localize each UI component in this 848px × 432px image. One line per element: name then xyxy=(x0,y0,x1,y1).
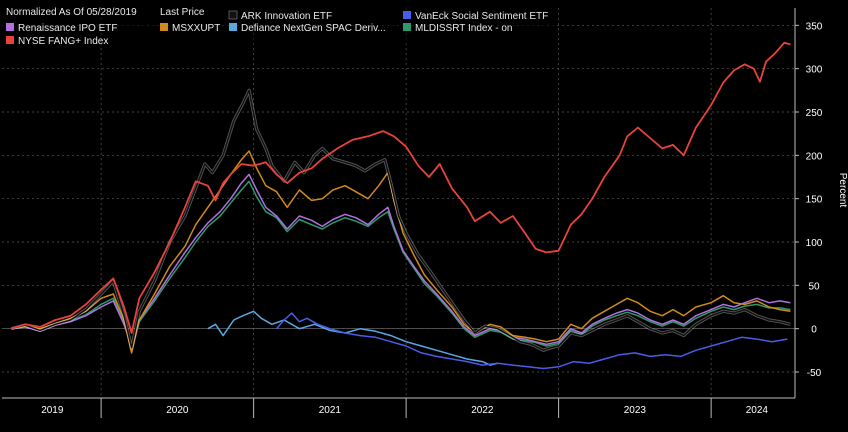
series-line-nyse-fang-index xyxy=(10,41,791,334)
axes: -50 0 50 100 150 200 250 300 350 2019 2020 2021 2022… xyxy=(2,8,823,418)
y-axis-label: Percent xyxy=(837,173,848,208)
x-tick-label: 2019 xyxy=(41,405,64,416)
header-label: Normalized As Of 05/28/2019 xyxy=(6,7,137,18)
legend-swatch xyxy=(160,23,168,31)
x-tick-label: 2022 xyxy=(471,405,494,416)
legend-swatch xyxy=(229,23,237,31)
series-line-renaissance-ipo-etf xyxy=(11,173,791,347)
legend-swatch xyxy=(228,10,238,20)
series-line-vaneck-social-sentiment-etf xyxy=(275,312,788,370)
x-tick-label: 2021 xyxy=(319,405,342,416)
legend-item-label: NYSE FANG+ Index xyxy=(18,36,108,47)
legend-swatch xyxy=(6,36,14,44)
y-tick-label: 200 xyxy=(806,151,823,162)
legend-item-label: Defiance NextGen SPAC Deriv... xyxy=(241,23,386,34)
legend-item-label: VanEck Social Sentiment ETF xyxy=(415,11,548,22)
series-lines xyxy=(10,41,791,370)
x-tick-label: 2020 xyxy=(166,405,189,416)
x-tick-label: 2024 xyxy=(746,405,769,416)
y-tick-label: -50 xyxy=(807,368,822,379)
y-tick-label: 250 xyxy=(806,108,823,119)
legend-swatch xyxy=(6,23,14,31)
legend-swatch xyxy=(403,11,411,19)
legend: Normalized As Of 05/28/2019 Last Price R… xyxy=(2,2,556,47)
legend-item-label: MSXXUPT xyxy=(172,23,220,34)
y-tick-label: 50 xyxy=(808,281,820,292)
legend-item-label: Renaissance IPO ETF xyxy=(18,23,117,34)
series-line-defiance-nextgen-spac-deriv xyxy=(207,310,498,366)
legend-background xyxy=(2,2,556,44)
x-tick-label: 2023 xyxy=(624,405,647,416)
y-tick-label: 350 xyxy=(806,21,823,32)
legend-swatch xyxy=(403,23,411,31)
y-tick-label: 300 xyxy=(806,65,823,76)
y-tick-label: 150 xyxy=(806,195,823,206)
legend-item-label: ARK Innovation ETF xyxy=(241,11,332,22)
series-line-mldissrt-index-on xyxy=(11,180,791,351)
y-tick-label: 100 xyxy=(806,238,823,249)
y-tick-label: 0 xyxy=(811,325,817,336)
legend-item-label: MLDISSRT Index - on xyxy=(415,23,512,34)
value-label: Last Price xyxy=(160,7,205,18)
